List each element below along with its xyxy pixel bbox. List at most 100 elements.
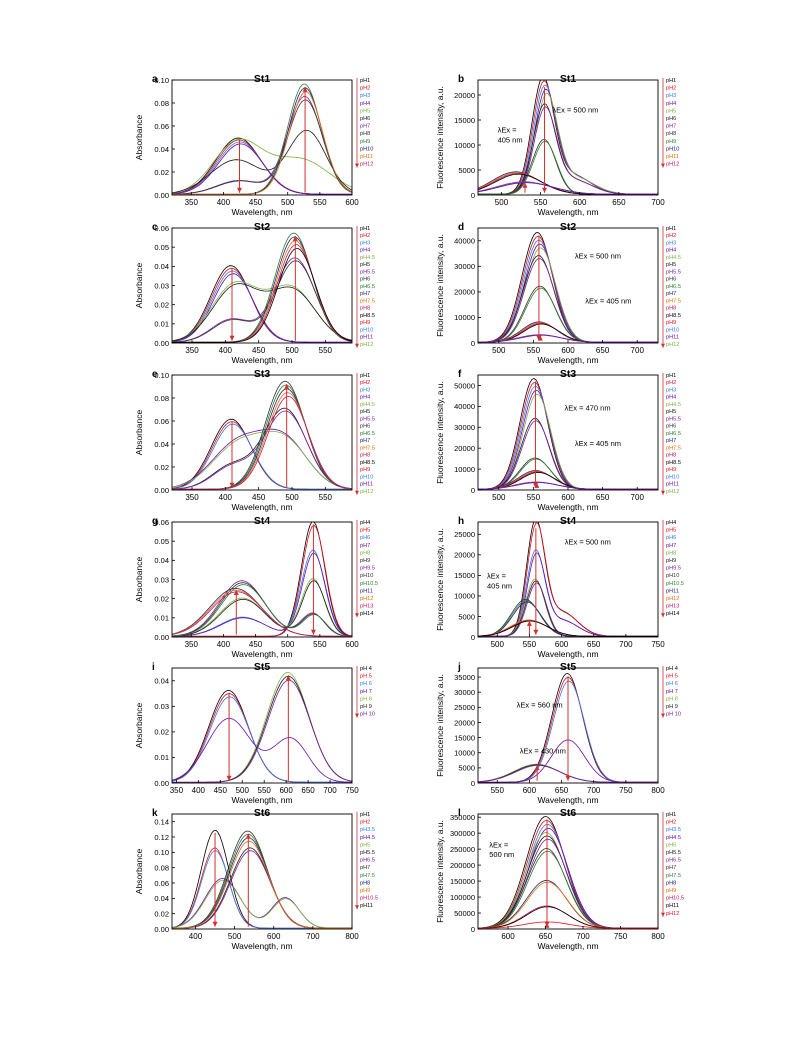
panel-title: St2 [560, 221, 577, 233]
legend-entry: pH 10 [360, 712, 375, 718]
y-tick-label: 0.14 [154, 817, 169, 826]
legend-entry: pH7 [666, 124, 676, 130]
panel-title: St1 [560, 73, 577, 85]
x-tick-label: 550 [313, 198, 327, 207]
legend-entry: pH2 [666, 380, 676, 386]
legend-entry: pH11 [360, 335, 373, 341]
y-tick-label: 0.08 [154, 394, 169, 403]
x-axis-label: Wavelength, nm [231, 941, 292, 951]
y-tick-label: 0.04 [154, 556, 169, 565]
legend-entry: pH 6 [360, 681, 372, 687]
x-axis-label: Wavelength, nm [231, 207, 292, 217]
y-axis-label: Fluorescence intensity, a.u. [435, 86, 445, 189]
y-tick-label: 30000 [454, 262, 475, 271]
panel-letter: f [458, 369, 462, 380]
legend-entry: pH6 [360, 535, 370, 541]
legend-entry: pH1 [666, 226, 676, 232]
y-tick-label: 350000 [450, 813, 475, 822]
legend-entry: pH3 [666, 93, 676, 99]
annotation-label: λEx = 430 nm [520, 746, 566, 755]
annotation-label: λEx = [498, 126, 518, 135]
panel-letter: h [458, 516, 464, 527]
y-tick-label: 50000 [454, 381, 475, 390]
y-tick-label: 0.06 [154, 879, 169, 888]
legend-entry: pH10 [360, 573, 373, 579]
x-tick-label: 700 [587, 786, 601, 795]
legend-entry: pH12 [360, 162, 373, 168]
y-tick-label: 0.04 [154, 677, 169, 686]
trend-arrow-head-2 [245, 833, 251, 839]
y-tick-label: 0.01 [154, 320, 169, 329]
legend-entry: pH9 [360, 467, 370, 473]
legend-entry: pH10.5 [666, 581, 684, 587]
legend-entry: pH1 [360, 226, 370, 232]
y-tick-label: 0.00 [154, 339, 169, 348]
trend-arrow-head-2 [284, 384, 290, 390]
x-tick-label: 550 [527, 346, 541, 355]
series-5-curve-3 [172, 91, 352, 195]
legend: pH 4 pH 5pH 6 pH 7pH 8 pH 9 pH 10 [661, 666, 681, 718]
legend-entry: pH5.5 [666, 269, 681, 275]
series-group [172, 671, 352, 783]
y-tick-label: 0.06 [154, 417, 169, 426]
series-1-curve-2 [172, 421, 352, 490]
y-tick-label: 0.00 [154, 191, 169, 200]
x-tick-label: 500 [285, 493, 299, 502]
series-5-curve-3 [172, 837, 352, 929]
x-tick-label: 700 [651, 198, 665, 207]
y-tick-label: 0.05 [154, 537, 169, 546]
legend-entry: pH9 [360, 558, 370, 564]
legend-entry: pH11 [666, 588, 679, 594]
annotation-label: λEx = [487, 572, 507, 581]
legend-entry: pH8 [666, 306, 676, 312]
x-tick-label: 400 [192, 786, 206, 795]
legend-entry: pH5.5 [666, 416, 681, 422]
y-tick-label: 0.04 [154, 145, 169, 154]
trend-arrow-head-1 [565, 775, 571, 781]
panel-f: 500 550 600 650 700 0 10000 20000 30000 40000 5000… [435, 368, 681, 512]
legend-entry: pH3 [360, 240, 370, 246]
legend-entry: pH1 [360, 373, 370, 379]
legend-arrow-head [355, 490, 359, 495]
x-tick-label: 500 [495, 198, 509, 207]
y-tick-label: 0.10 [154, 76, 169, 85]
y-axis-label: Fluorescence intensity, a.u. [435, 234, 445, 337]
legend-entry: pH8 [666, 880, 676, 886]
legend-entry: pH5.5 [360, 269, 375, 275]
legend-arrow-head [661, 343, 665, 348]
legend-entry: pH5 [666, 262, 676, 268]
legend-entry: pH 10 [666, 712, 681, 718]
legend-entry: pH8.5 [360, 313, 375, 319]
y-tick-label: 100000 [450, 893, 475, 902]
y-tick-label: 0.12 [154, 833, 169, 842]
panel-j: 550 600 650 700 750 800 0 5000 10000 15000 20000 25… [435, 661, 681, 805]
series-1-curve-1 [478, 816, 658, 929]
legend-entry: pH10.5 [360, 896, 378, 902]
y-axis-label: Absorbance [134, 703, 144, 749]
x-tick-label: 800 [651, 786, 665, 795]
y-tick-label: 35000 [454, 673, 475, 682]
y-tick-label: 0.01 [154, 614, 169, 623]
plot-frame [171, 667, 353, 784]
legend: pH 4 pH 5pH 6 pH 7pH 8 pH 9 pH 10 [355, 666, 375, 718]
legend-entry: pH7 [360, 543, 370, 549]
series-1-curve-3 [172, 423, 352, 490]
series-2-curve-2 [478, 106, 658, 195]
legend-entry: pH2 [666, 233, 676, 239]
legend-entry: pH12 [666, 342, 679, 348]
legend-entry: pH2 [666, 820, 676, 826]
x-tick-label: 400 [217, 640, 231, 649]
y-axis-label: Absorbance [134, 557, 144, 603]
x-tick-label: 700 [576, 932, 590, 941]
legend-entry: pH 8 [360, 696, 372, 702]
legend-entry: pH9 [666, 888, 676, 894]
series-2-curve-1 [172, 847, 352, 929]
x-tick-label: 750 [651, 640, 665, 649]
x-tick-label: 600 [279, 786, 293, 795]
series-2-curve-2 [172, 283, 352, 342]
legend-entry: pH7 [360, 438, 370, 444]
legend-entry: pH6 [666, 277, 676, 283]
series-3-curve-3 [172, 679, 352, 783]
legend-entry: pH7 [666, 543, 676, 549]
